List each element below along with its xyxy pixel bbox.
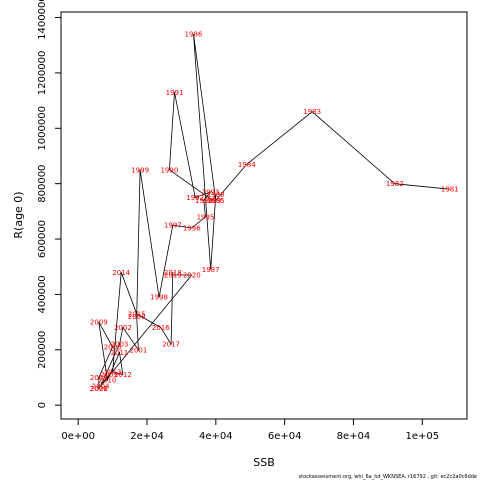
year-label-1994: 1994 [195, 197, 213, 205]
stock-recruit-trajectory-line [98, 34, 450, 390]
year-label-2001: 2001 [130, 346, 148, 354]
year-label-1991: 1991 [166, 89, 184, 97]
year-label-2000: 2000 [128, 313, 146, 321]
year-label-1990: 1990 [160, 166, 178, 174]
year-label-2015: 2015 [128, 310, 146, 318]
footer-credit: stockassessment.org, whi_6a_hd_WKNSEA, r… [299, 474, 477, 480]
x-axis: 0e+00 2e+04 4e+04 6e+04 8e+04 1e+05 [61, 419, 439, 442]
year-label-1989: 1989 [203, 197, 221, 205]
year-label-2019: 2019 [164, 272, 182, 280]
year-label-2013: 2013 [104, 368, 122, 376]
year-label-1998: 1998 [150, 294, 168, 302]
year-label-2004: 2004 [92, 382, 110, 390]
y-tick-label: 600000 [37, 220, 48, 258]
year-label-2021: 2021 [90, 385, 108, 393]
x-tick-label: 6e+04 [268, 431, 302, 442]
x-axis-title: SSB [253, 456, 275, 469]
year-label-2003: 2003 [111, 341, 129, 349]
year-label-1999: 1999 [131, 166, 149, 174]
year-label-1995: 1995 [197, 213, 215, 221]
year-label-2008: 2008 [104, 344, 122, 352]
year-label-2007: 2007 [90, 374, 108, 382]
x-tick-label: 2e+04 [130, 431, 164, 442]
year-label-1984: 1984 [238, 161, 256, 169]
y-tick-label: 200000 [37, 331, 48, 369]
year-label-1997: 1997 [164, 222, 182, 230]
year-label-1986: 1986 [185, 31, 203, 39]
y-tick-label: 0 [37, 402, 48, 408]
x-tick-label: 1e+05 [405, 431, 439, 442]
year-label-2002: 2002 [114, 324, 132, 332]
year-label-2011: 2011 [111, 349, 129, 357]
x-tick-label: 4e+04 [199, 431, 233, 442]
plot-frame [60, 11, 468, 420]
year-label-2009: 2009 [90, 319, 108, 327]
year-label-2006: 2006 [90, 385, 108, 393]
year-label-2016: 2016 [152, 324, 170, 332]
x-tick-label: 0e+00 [61, 431, 95, 442]
year-label-2014: 2014 [112, 269, 130, 277]
y-tick-label: 400000 [37, 275, 48, 313]
year-label-2020: 2020 [183, 272, 201, 280]
x-tick-label: 8e+04 [337, 431, 371, 442]
y-tick-label: 1400000 [37, 0, 48, 40]
y-tick-label: 800000 [37, 165, 48, 203]
year-label-1992: 1992 [186, 194, 204, 202]
y-tick-label: 1200000 [37, 51, 48, 96]
year-label-1983: 1983 [303, 108, 321, 116]
year-label-2018: 2018 [164, 269, 182, 277]
year-label-2010: 2010 [99, 377, 117, 385]
year-label-1982: 1982 [386, 180, 404, 188]
year-label-1981: 1981 [441, 186, 459, 194]
year-label-2017: 2017 [162, 341, 180, 349]
year-label-1996: 1996 [183, 224, 201, 232]
y-axis: 0 200000 400000 600000 800000 1000000 1200000 1… [37, 0, 61, 408]
year-label-2005: 2005 [100, 371, 118, 379]
y-tick-label: 1000000 [37, 106, 48, 151]
year-label-1987: 1987 [202, 266, 220, 274]
year-label-2012: 2012 [114, 371, 132, 379]
year-label-1988: 1988 [207, 191, 225, 199]
year-label-1993: 1993 [202, 188, 220, 196]
y-axis-title: R(age 0) [12, 191, 25, 238]
year-label-1985: 1985 [207, 197, 225, 205]
